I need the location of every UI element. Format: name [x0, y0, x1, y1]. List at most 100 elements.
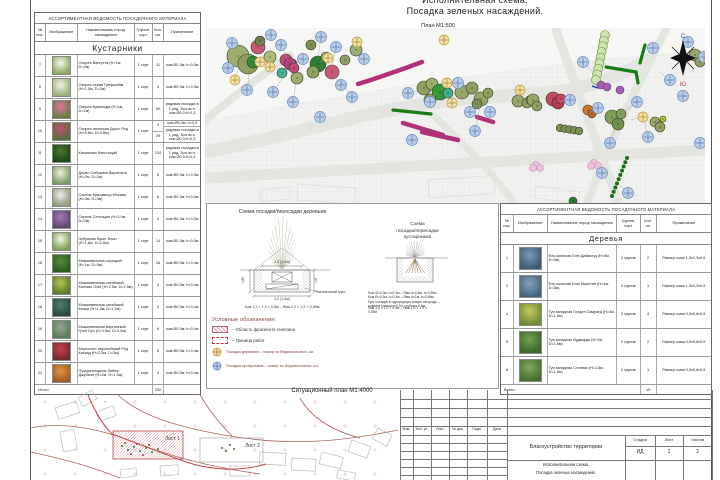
table-row: 14 Сирень Сенсация (H=2,5м, D=2м) 1 сорт 4 к… — [35, 208, 200, 231]
shrub-planting-marker-icon — [212, 361, 222, 370]
plant-photo — [51, 187, 71, 207]
legend-fragment-label: – Область фрагмента генплана — [232, 327, 295, 332]
tree-scheme-soil-label: Растительный грунт — [316, 290, 346, 294]
sitplan-sheet1-label: Лист 1 — [165, 436, 180, 442]
table-row: 18 Можжевельник китайский Блаув (H=1,5м, … — [35, 296, 200, 319]
sheets-value: 2 — [696, 449, 699, 456]
sheet-value: 1 — [667, 449, 671, 456]
sheet-title-line1: Исполнительная схема. — [422, 0, 528, 5]
sitplan-sheet2-label: Лист 2 — [245, 443, 260, 449]
column-header: Кол. шт — [639, 215, 656, 232]
plant-photo — [518, 246, 542, 270]
sheet-title-line2: Посадка зеленых насаждений. — [406, 6, 544, 16]
plant-photo — [51, 363, 71, 383]
table-row: 12 Дерен Сибирика Вариегата (H=2м, D=2м) 1… — [35, 164, 200, 187]
tree-assortment-table: АССОРТИМЕНТНАЯ ВЕДОМОСТЬ ПОСАДОЧНОГО МАТ… — [500, 203, 712, 395]
table-title: АССОРТИМЕНТНАЯ ВЕДОМОСТЬ ПОСАДОЧНОГО МАТ… — [501, 204, 711, 215]
compass-south-label: Ю — [680, 82, 686, 88]
sheets-label: Листов — [691, 437, 704, 443]
legend-title: Условные обозначения: — [212, 317, 276, 323]
stamp-column-label: Дата — [493, 426, 501, 431]
table-row: 2 Ель колючая Блю Маунтин (H=4м, D=3м) 4 г… — [501, 272, 711, 301]
column-header: Группа, сорт — [615, 215, 640, 232]
table-row: 21 Пузыреплодник Эмбер Джубили (H=2м, D=1… — [35, 362, 200, 385]
table-row: 9 Спирея Бумальда (H=1м, D=1м) 1 сорт 60 ряд… — [35, 98, 200, 121]
plant-photo — [518, 274, 542, 298]
table-header: № поз. Изображение Наименование пород наса… — [501, 215, 711, 233]
sitplan-label: Ситуационный план М1:4000 — [291, 388, 373, 394]
table-row: 17 Можжевельник китайский Kuriwao Gold (H… — [35, 274, 200, 297]
project-name: Благоустройство территории — [529, 443, 603, 450]
plant-photo — [51, 99, 71, 119]
situational-plan-canvas: Лист 1 Лист 2 — [30, 389, 399, 480]
shrub-scheme-notes: Ком Ø=0,3м; h=0,3м – Яма d=0,8м, h=0,55м… — [368, 291, 440, 308]
plant-photo — [518, 302, 542, 326]
tree-scheme-note: Ком 1,3 × 1,3 × 0,6м – Яма 2,2 × 2,2 × 0… — [244, 305, 320, 309]
table-row: 7 Спирея Вангутта (H=1м, D=2м) 1 сорт 11 ком… — [35, 54, 200, 77]
column-header: № поз. — [36, 27, 44, 37]
plant-photo — [51, 341, 71, 361]
stamp-column-label: Изм. — [402, 426, 411, 431]
table-row: 6 Туя западная Столвик (H=1,5м, D=1,5м) 2 … — [501, 356, 711, 385]
plant-photo — [518, 330, 542, 354]
table-row: 15 Чубушник Букет Блан (H=1,8м, D=2,5м) 1 … — [35, 230, 200, 253]
tree-scheme-dim-left: 0,85 — [240, 276, 245, 284]
legend-boundary-label: – Граница работ — [232, 337, 265, 343]
plant-photo — [518, 358, 542, 382]
plant-photo — [51, 275, 71, 295]
compass-star — [670, 40, 696, 76]
plant-photo — [51, 77, 71, 97]
column-header: Группа, сорт — [133, 24, 152, 41]
table-row: 13 Сирень Красавица Москвы (H=3м, D=3м) 1 … — [35, 186, 200, 209]
column-header: Кол. шт — [151, 24, 164, 41]
table-section: Кустарники — [35, 42, 200, 55]
tree-scheme-title: Схема посадки/пересадки деревьев — [238, 209, 327, 215]
table-row: 16 Можжевельник казацкий (H=1м, D=3м) 1 со… — [35, 252, 200, 275]
stamp-column-label: Кол. уч. — [415, 426, 429, 431]
stamp-column-label: № док. — [452, 426, 464, 431]
column-header: Наименование пород насаждения — [546, 215, 616, 232]
shrub-scheme-title-2: посадки/пересадки — [396, 228, 439, 234]
table-title: АССОРТИМЕНТНАЯ ВЕДОМОСТЬ ПОСАДОЧНОГО МАТ… — [35, 13, 200, 24]
legend-trees-label: Посадка деревьев – номер по Ведомости/ко… — [226, 350, 315, 354]
table-row: 5 Туя западная Вудварди (H=2м, D=1,5м) 2 г… — [501, 328, 711, 357]
tree-scheme-dim-right: 0,8 — [313, 277, 318, 283]
shrub-scheme-title-3: кустарников — [403, 235, 432, 240]
planting-plan — [198, 25, 711, 207]
legend-shrubs-label: Посадка кустарников – номер по Ведомости… — [226, 363, 319, 368]
shrub-assortment-table: АССОРТИМЕНТНАЯ ВЕДОМОСТЬ ПОСАДОЧНОГО МАТ… — [34, 12, 201, 395]
shrub-scheme-title-1: Схема — [410, 222, 425, 227]
plant-photo — [51, 209, 71, 229]
column-header: Примечание — [655, 215, 711, 232]
tree-scheme-dim-top: 1,3 (1,0м) — [274, 259, 290, 264]
fragment-area-swatch — [212, 326, 228, 333]
table-row: 10 Спирея японская Дартс Ред (H=0,8м, D=0… — [35, 120, 200, 143]
column-header: Примечание — [163, 24, 200, 41]
column-header: № поз. — [503, 218, 511, 228]
legend-item-boundary: – Граница работ — [212, 336, 382, 344]
plant-photo — [51, 55, 71, 75]
title-block: Благоустройство территории Стадия Лист Л… — [400, 390, 713, 480]
compass-north-label: С — [681, 34, 686, 40]
column-header: Изображение — [44, 24, 77, 41]
table-row: 20 Бересклет европейский Ред Каскад (H=2,… — [35, 340, 200, 363]
planting-schemes-canvas — [240, 215, 448, 298]
plant-photo — [51, 297, 71, 317]
table-total-row: Итого: 330 — [35, 384, 200, 394]
column-header: Изображение — [512, 215, 547, 232]
doc-title-line2: Посадка зеленых насаждений. — [536, 469, 596, 475]
plant-photo — [51, 319, 71, 339]
work-boundary-swatch — [212, 336, 228, 344]
table-row: 4 Туя западная Голден Смарагд (H=4м, D=1,… — [501, 300, 711, 329]
column-header: Наименование пород насаждения — [76, 24, 134, 41]
tree-planting-marker-icon — [212, 347, 222, 357]
frame-left — [30, 0, 31, 480]
tree-scheme-dim-bottom: 2,2 (1,9м) — [274, 297, 290, 301]
stage-label: Стадия — [633, 437, 647, 443]
doc-title-line1: Исполнительная схема. — [542, 461, 590, 467]
legend-item-shrubs: Посадка кустарников – номер по Ведомости… — [212, 361, 382, 371]
plant-photo — [51, 121, 71, 141]
plant-photo — [51, 143, 71, 163]
legend-item-trees: Посадка деревьев – номер по Ведомости/ко… — [212, 347, 382, 357]
